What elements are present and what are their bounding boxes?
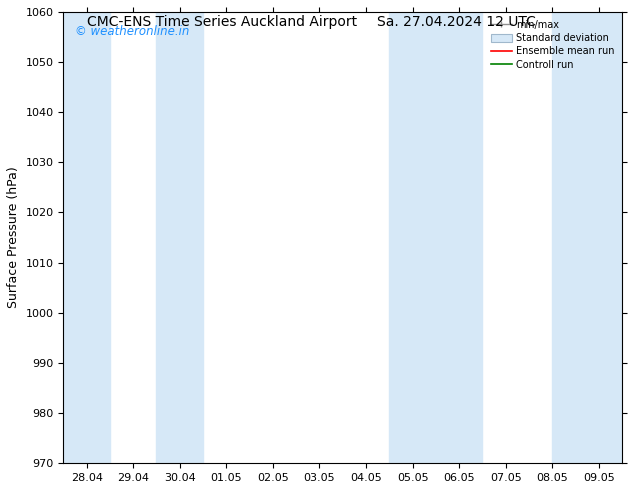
Text: © weatheronline.in: © weatheronline.in <box>75 25 189 38</box>
Text: CMC-ENS Time Series Auckland Airport: CMC-ENS Time Series Auckland Airport <box>87 15 357 29</box>
Bar <box>389 12 482 464</box>
Y-axis label: Surface Pressure (hPa): Surface Pressure (hPa) <box>7 167 20 308</box>
Bar <box>157 12 203 464</box>
Bar <box>63 12 110 464</box>
Bar <box>552 12 622 464</box>
Text: Sa. 27.04.2024 12 UTC: Sa. 27.04.2024 12 UTC <box>377 15 536 29</box>
Legend: min/max, Standard deviation, Ensemble mean run, Controll run: min/max, Standard deviation, Ensemble me… <box>488 17 618 73</box>
